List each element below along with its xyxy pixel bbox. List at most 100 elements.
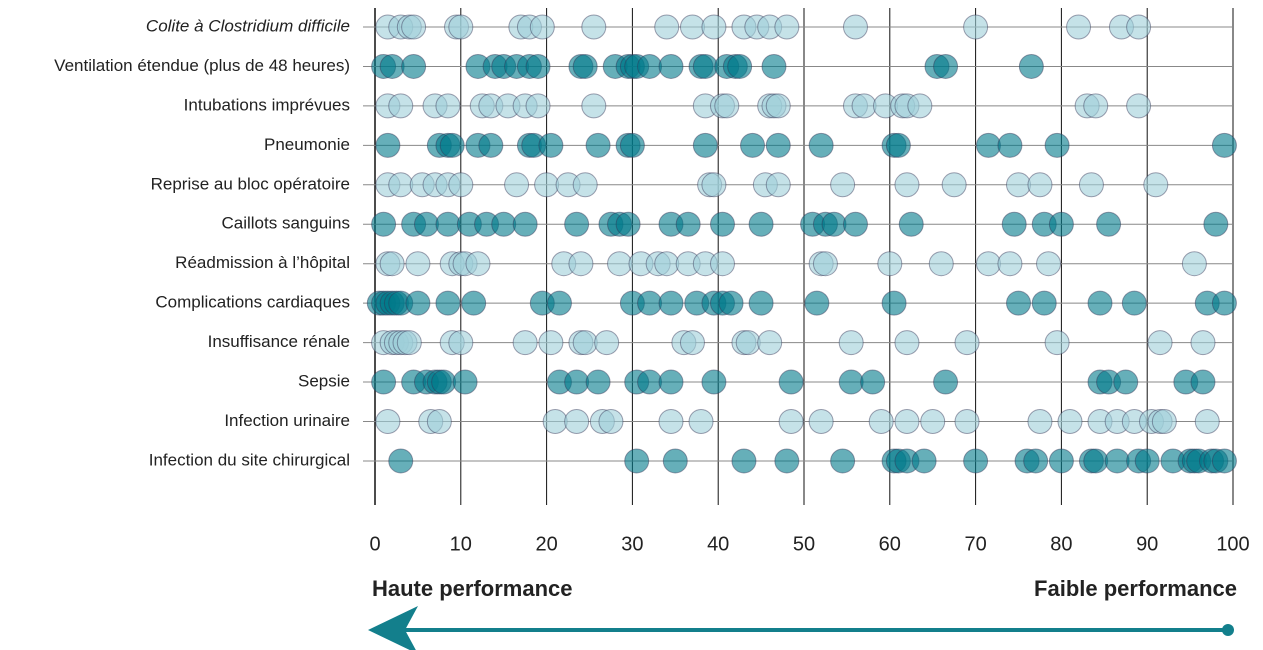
annotation: Faible performance: [1034, 576, 1237, 601]
dot: [701, 14, 727, 40]
row-label: Caillots sanguins: [221, 214, 350, 233]
dot: [452, 369, 478, 395]
dot: [701, 369, 727, 395]
dot: [388, 93, 414, 119]
row-label: Sepsie: [298, 372, 350, 391]
dot: [1078, 172, 1104, 198]
dot: [997, 132, 1023, 158]
dot: [1151, 409, 1177, 434]
dot: [735, 330, 761, 356]
dot: [637, 53, 663, 79]
dot: [1006, 172, 1031, 198]
row-label: Insuffisance rénale: [208, 332, 350, 351]
dot: [774, 448, 800, 474]
dot: [413, 211, 439, 237]
dot: [529, 14, 555, 40]
dot: [748, 211, 774, 237]
x-tick-label: 60: [879, 533, 901, 555]
dot: [804, 290, 830, 316]
dot: [748, 290, 774, 316]
dot: [371, 369, 397, 395]
dot: [1113, 369, 1139, 395]
dot: [624, 448, 650, 474]
dot: [868, 409, 894, 434]
row-label: Intubations imprévues: [184, 95, 350, 114]
x-tick-label: 40: [707, 533, 729, 555]
dot: [379, 251, 405, 277]
dot: [512, 330, 538, 356]
dot: [701, 172, 727, 198]
dot: [808, 132, 834, 158]
dot: [714, 93, 740, 119]
dot: [581, 14, 607, 40]
dot: [388, 172, 414, 198]
dot: [658, 369, 684, 395]
x-tick-label: 10: [450, 533, 472, 555]
dot: [1121, 290, 1147, 316]
dot: [585, 132, 611, 158]
dot: [860, 369, 886, 395]
dot: [838, 330, 864, 356]
dot: [881, 290, 907, 316]
dot: [1181, 251, 1207, 277]
dot: [525, 53, 551, 79]
dot: [774, 14, 800, 40]
dot: [405, 251, 431, 277]
row-label: Infection du site chirurgical: [149, 450, 350, 469]
dot: [388, 448, 414, 474]
dot: [504, 172, 530, 198]
dot: [1211, 448, 1237, 474]
row-label: Ventilation étendue (plus de 48 heures): [54, 56, 350, 75]
row-label: Complications cardiaques: [155, 293, 350, 312]
arrow-head: [368, 606, 418, 650]
dot: [718, 290, 744, 316]
dot: [1048, 448, 1074, 474]
dot: [709, 251, 735, 277]
dot: [727, 53, 753, 79]
dot: [564, 369, 590, 395]
dot: [1027, 172, 1053, 198]
x-tick-label: 70: [964, 533, 986, 555]
dot: [975, 132, 1001, 158]
dot: [1023, 448, 1049, 474]
dot: [765, 93, 791, 119]
x-tick-label: 20: [535, 533, 557, 555]
dot: [525, 93, 551, 119]
dot: [564, 211, 590, 237]
dot: [941, 172, 967, 198]
dot: [761, 53, 787, 79]
x-tick-label: 30: [621, 533, 643, 555]
dot: [1104, 448, 1130, 474]
dot: [405, 290, 431, 316]
dot: [615, 211, 641, 237]
x-tick-label: 80: [1050, 533, 1072, 555]
row-label: Reprise au bloc opératoire: [151, 174, 350, 193]
dot: [1044, 132, 1070, 158]
dot: [894, 409, 920, 434]
dot: [448, 14, 474, 40]
dot: [465, 251, 491, 277]
dot: [435, 93, 461, 119]
dot: [658, 409, 684, 434]
dot: [654, 251, 680, 277]
dot: [808, 409, 834, 434]
dot: [688, 409, 714, 434]
dot: [778, 369, 804, 395]
dot: [1018, 53, 1044, 79]
dot: [997, 251, 1023, 277]
dot: [894, 330, 920, 356]
row-label: Réadmission à l’hôpital: [175, 253, 350, 272]
dot: [842, 14, 868, 40]
dot: [375, 132, 401, 158]
dot: [1126, 93, 1152, 119]
dot: [546, 290, 572, 316]
dot: [1211, 132, 1237, 158]
dot: [564, 409, 590, 434]
dot: [426, 409, 452, 434]
dot: [401, 53, 427, 79]
dot: [1027, 409, 1053, 434]
dot: [461, 290, 487, 316]
dot: [731, 448, 757, 474]
dot: [963, 14, 989, 40]
dot: [933, 53, 959, 79]
